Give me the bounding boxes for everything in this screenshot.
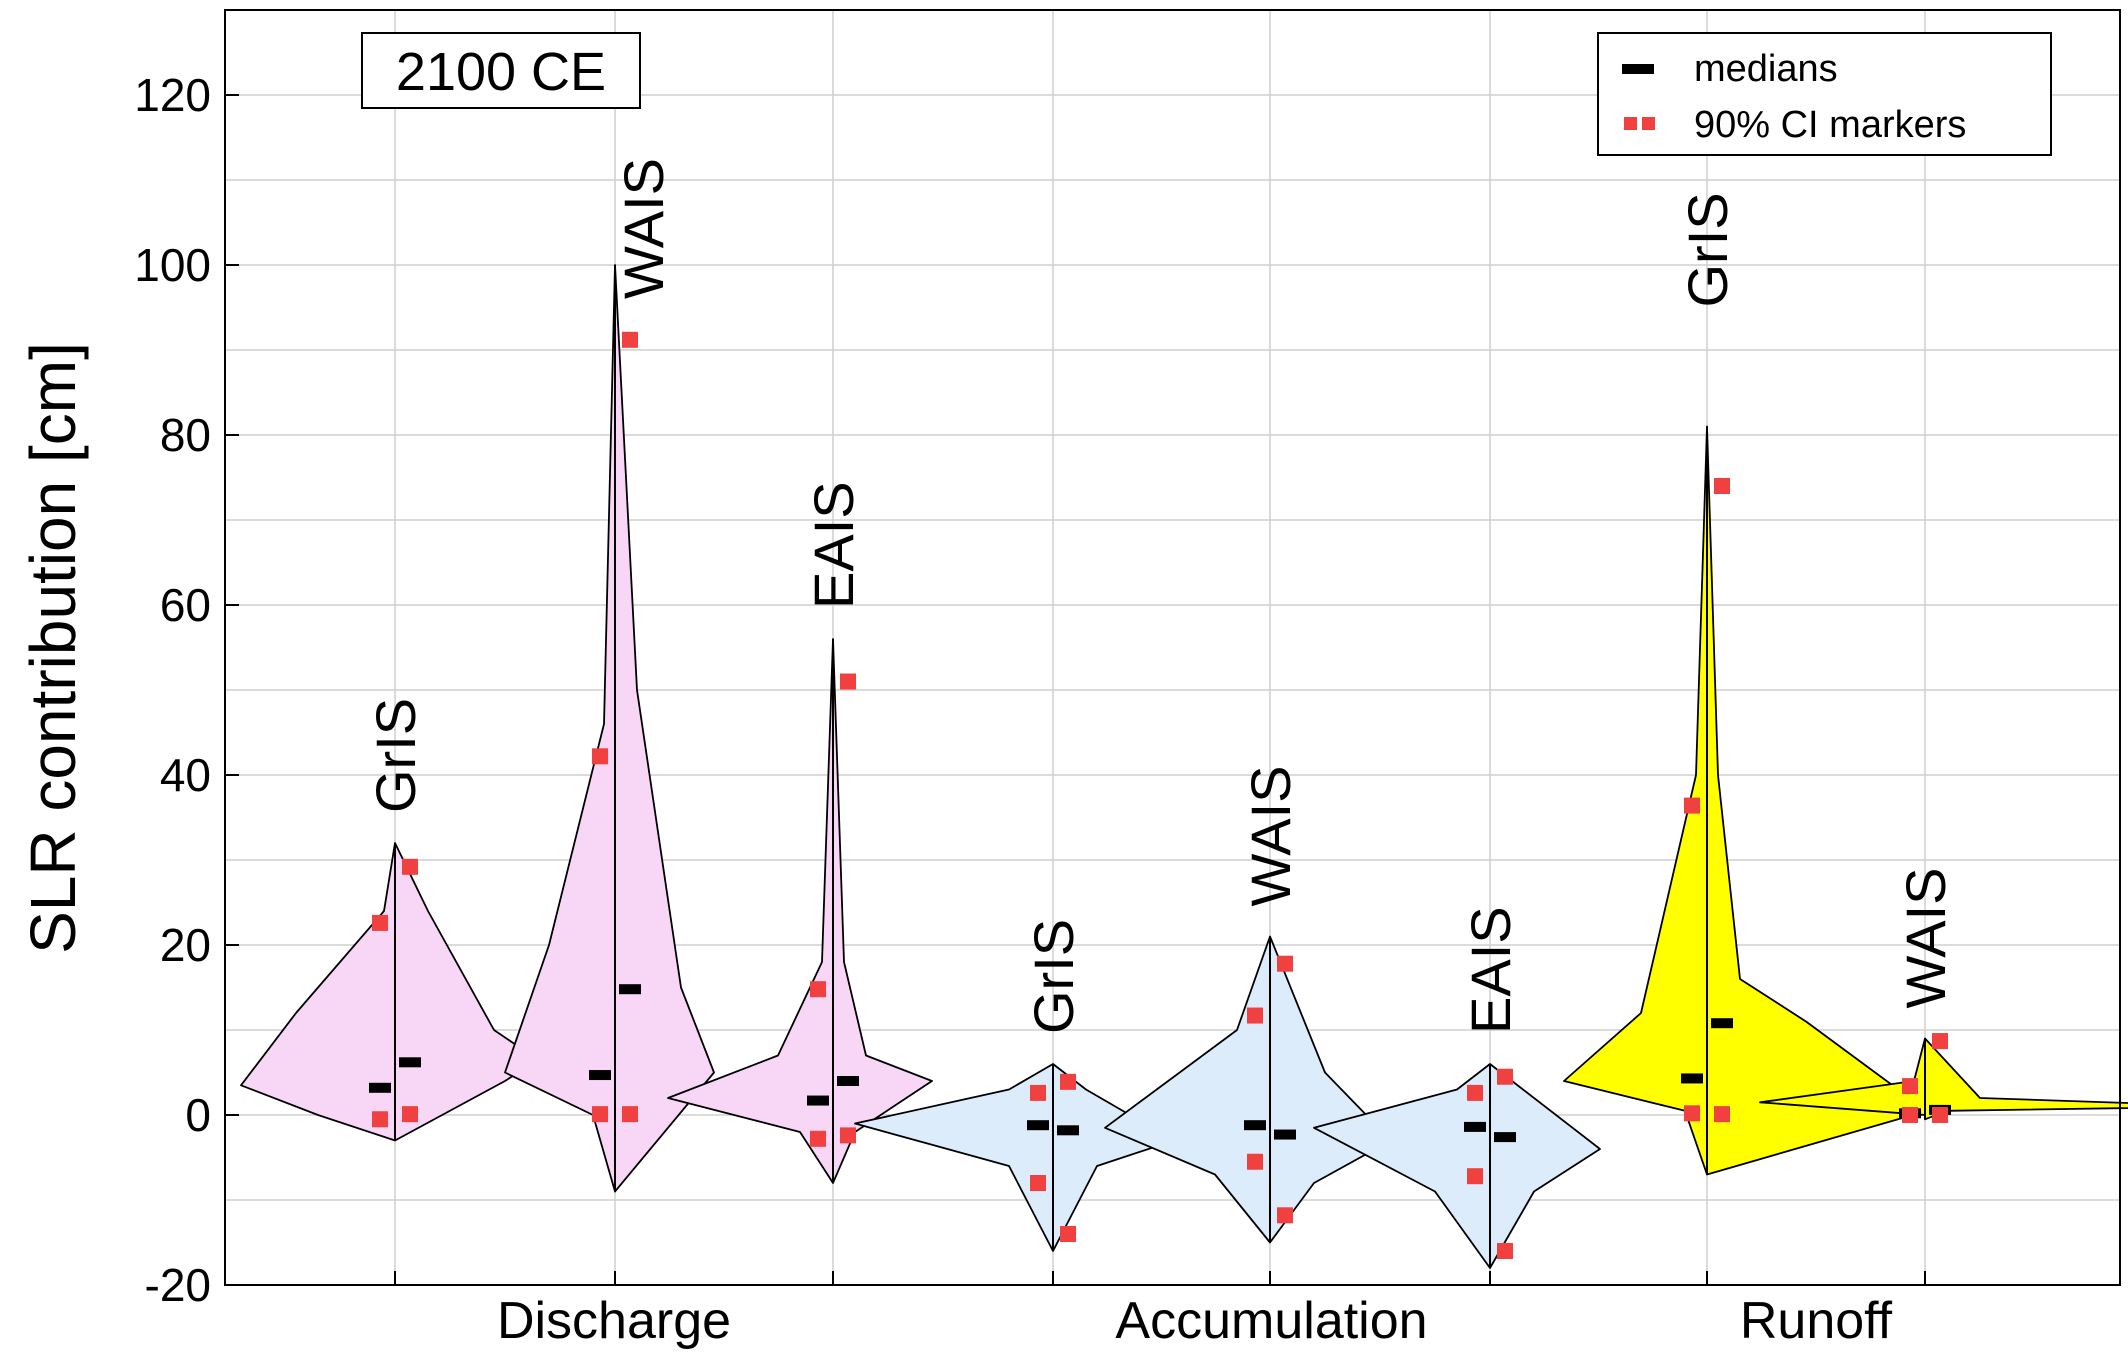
ci-marker — [1247, 1007, 1263, 1024]
y-tick-label: 120 — [134, 69, 211, 121]
x-group-label-accumulation: Accumulation — [1115, 1292, 1427, 1350]
ci-marker — [1030, 1175, 1046, 1191]
median-marker — [807, 1095, 829, 1106]
ci-marker — [1932, 1033, 1948, 1050]
ci-marker — [1030, 1084, 1046, 1101]
annotation-frame — [361, 32, 641, 109]
ci-marker — [1277, 1207, 1293, 1224]
violins — [240, 264, 2128, 1269]
ci-marker — [1497, 1243, 1513, 1259]
ci-marker — [592, 1106, 608, 1123]
legend-label-ci: 90% CI markers — [1694, 104, 1966, 146]
sheet-label-discharge-eais: EAIS — [802, 481, 865, 609]
ci-marker — [1497, 1068, 1513, 1085]
ci-marker — [372, 1111, 388, 1128]
ci-marker — [1684, 1105, 1700, 1122]
ci-marker — [402, 1106, 418, 1123]
ci-marker — [1247, 1153, 1263, 1170]
median-marker — [1464, 1121, 1486, 1132]
ci-marker — [402, 858, 418, 875]
median-marker — [589, 1070, 611, 1081]
ci-marker — [622, 1106, 638, 1123]
sheet-label-runoff-gris: GrIS — [1676, 192, 1739, 307]
ci-marker — [372, 914, 388, 931]
y-tick-label: 80 — [160, 409, 211, 461]
median-marker — [1681, 1073, 1703, 1084]
annotation-box: 2100 CE — [361, 32, 641, 109]
median-marker — [1274, 1129, 1296, 1140]
ci-marker — [810, 1130, 826, 1147]
x-group-label-discharge: Discharge — [497, 1292, 731, 1350]
y-axis-label: SLR contribution [cm] — [17, 342, 89, 954]
median-marker — [369, 1082, 391, 1093]
ci-marker — [1277, 955, 1293, 972]
ci-marker — [1902, 1107, 1918, 1123]
annotation-text: 2100 CE — [396, 42, 606, 102]
median-marker — [619, 984, 641, 995]
legend-median-swatch — [1622, 64, 1654, 74]
sheet-label-accumulation-gris: GrIS — [1022, 919, 1085, 1034]
ci-marker — [1684, 797, 1700, 814]
ci-marker — [1714, 478, 1730, 494]
y-axis-ticks: -20 0 20 40 60 80 100 120 — [134, 69, 1926, 1311]
sheet-label-runoff-wais: WAIS — [1894, 867, 1957, 1008]
sheet-label-discharge-gris: GrIS — [364, 698, 427, 813]
ci-marker — [592, 748, 608, 765]
legend-frame — [1597, 32, 2052, 156]
y-tick-label: 40 — [160, 749, 211, 801]
y-tick-label: 20 — [160, 919, 211, 971]
median-marker — [1711, 1018, 1733, 1029]
ci-marker — [1467, 1168, 1483, 1185]
ci-marker — [840, 1127, 856, 1144]
y-tick-label: 0 — [185, 1089, 211, 1141]
median-marker — [1027, 1120, 1049, 1131]
y-tick-label: 100 — [134, 239, 211, 291]
ci-marker — [1060, 1226, 1076, 1242]
legend-ci-swatch-2 — [1642, 117, 1655, 130]
legend: medians 90% CI markers — [1597, 32, 2052, 156]
ci-marker — [1714, 1106, 1730, 1123]
median-marker — [1057, 1125, 1079, 1136]
ci-marker — [622, 331, 638, 348]
ci-marker — [840, 673, 856, 690]
sheet-label-accumulation-eais: EAIS — [1459, 906, 1522, 1034]
ci-marker — [1932, 1107, 1948, 1123]
median-marker — [1494, 1132, 1516, 1143]
median-marker — [1244, 1120, 1266, 1131]
violin-discharge-wais — [504, 264, 715, 1193]
median-marker — [399, 1057, 421, 1068]
sheet-label-discharge-wais: WAIS — [612, 158, 675, 299]
sheet-labels: GrIS WAIS EAIS GrIS WAIS EAIS GrIS WAIS — [364, 158, 1957, 1034]
sheet-label-accumulation-wais: WAIS — [1239, 765, 1302, 906]
ci-marker — [810, 981, 826, 998]
y-tick-label: -20 — [145, 1259, 211, 1311]
y-tick-label: 60 — [160, 579, 211, 631]
ci-marker — [1467, 1084, 1483, 1101]
legend-ci-swatch-1 — [1624, 117, 1637, 130]
ci-marker — [1060, 1073, 1076, 1090]
x-group-label-runoff: Runoff — [1740, 1292, 1893, 1350]
legend-label-medians: medians — [1694, 48, 1838, 90]
plot-frame — [224, 9, 2121, 1286]
ci-marker — [1902, 1078, 1918, 1095]
x-axis-group-labels: Discharge Accumulation Runoff — [497, 1292, 1893, 1350]
median-marker — [837, 1076, 859, 1086]
